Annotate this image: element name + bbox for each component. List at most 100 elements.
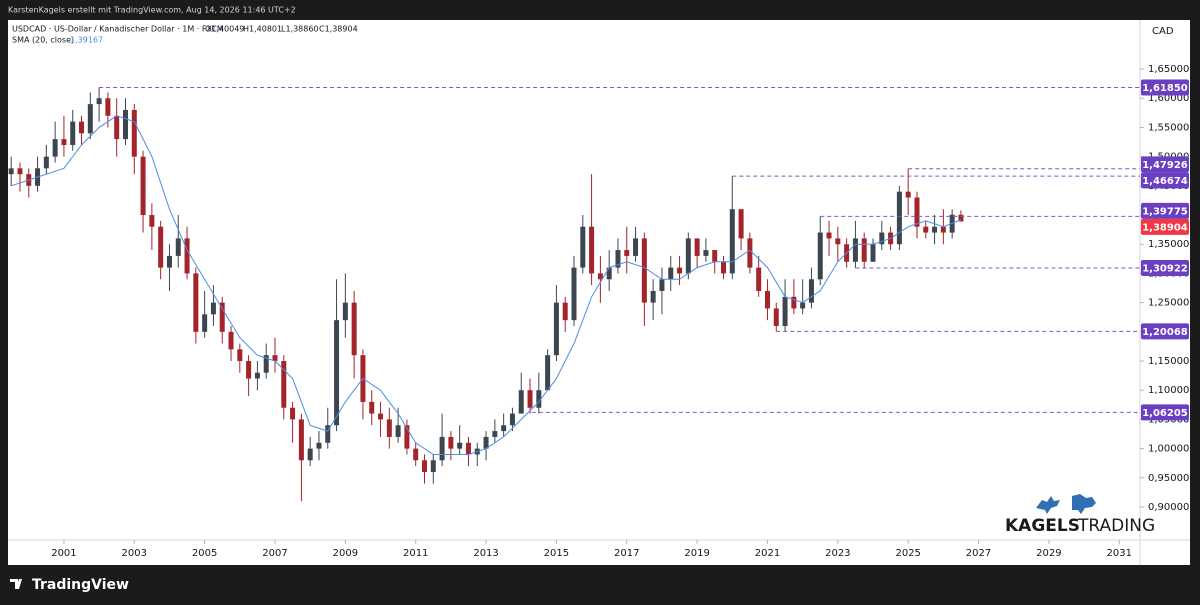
candle-body [351,302,357,356]
symbol: USDCAD · US-Dollar / Kanadischer Dollar … [12,25,224,34]
watermark-light: TRADING [1077,516,1155,536]
y-tick-label: 1,10000 [1148,385,1189,396]
y-tick-label: 1,25000 [1148,298,1189,309]
candle-body [527,390,533,408]
top-bar-title: KarstenKagels erstellt mit TradingView.c… [8,6,296,15]
candle-body [175,238,181,256]
candle-body [580,226,586,268]
candle-body [483,436,489,449]
ohlc-label: O1,40049 [205,25,244,34]
candle-body [465,442,471,455]
candle-body [703,250,709,256]
candle-body [501,425,507,432]
candle-body [316,442,322,449]
candle-body [685,238,691,274]
candle-body [826,232,832,239]
candle-body [105,98,111,116]
watermark-bold: KAGELS [1005,516,1080,536]
x-tick-label: 2029 [1036,548,1061,559]
level-box [1141,172,1189,189]
candle-body [87,104,93,134]
candle-body [281,361,287,408]
candle-body [8,168,14,175]
candle-body [518,390,524,414]
y-tick-label: 1,65000 [1148,64,1189,75]
x-tick-label: 2019 [684,548,709,559]
level-box [1141,156,1189,173]
candle-body [659,279,665,291]
x-tick-label: 2015 [544,548,569,559]
candle-body [958,214,964,222]
x-tick-label: 2009 [333,548,358,559]
candle-body [756,267,762,291]
candle-body [290,407,296,420]
level-label: 1,06205 [1142,408,1188,419]
candle-body [940,226,946,233]
candle-body [114,115,120,140]
candle-body [122,109,128,140]
candle-body [369,401,375,414]
candle-body [70,121,76,145]
level-box [1141,218,1189,235]
ohlc-label: C1,38904 [319,25,358,34]
candle-body [536,390,542,408]
candle-body [149,215,155,227]
sma-value: 1,39167 [70,36,103,45]
candle-body [219,302,225,332]
level-label: 1,38904 [1142,222,1188,233]
candle-body [914,197,920,227]
ohlc-label: L1,38860 [281,25,319,34]
x-tick-label: 2011 [403,548,428,559]
bull-icon [1036,496,1060,514]
candle-body [378,413,384,420]
candle-body [729,209,735,274]
candle-body [905,191,911,198]
candle-body [413,448,419,461]
candle-body [633,238,639,256]
candle-body [298,419,304,461]
candle-body [545,355,551,391]
candle-body [650,290,656,303]
x-tick-label: 2003 [122,548,147,559]
candle-body [615,250,621,268]
candle-body [861,238,867,262]
y-tick-label: 1,55000 [1148,122,1189,133]
candle-body [79,121,85,134]
currency: CAD [1152,26,1174,37]
candle-body [193,273,199,332]
candle-body [210,302,216,315]
candle-body [140,156,146,216]
candle-body [738,209,744,239]
candle-body [782,296,788,326]
candle-body [448,436,454,449]
candle-body [131,109,137,157]
candle-body [553,302,559,356]
candle-body [237,349,243,362]
y-tick-label: 1,00000 [1148,444,1189,455]
candle-body [589,226,595,274]
level-box [1141,404,1189,421]
x-tick-label: 2025 [895,548,920,559]
candle-body [404,425,410,449]
candle-body [773,308,779,326]
x-tick-label: 2007 [262,548,287,559]
footer-icon [10,579,22,589]
candle-body [395,425,401,437]
level-label: 1,46674 [1142,176,1188,187]
candle-body [342,302,348,321]
y-tick-label: 1,35000 [1148,239,1189,250]
candles [8,87,964,502]
candle-body [325,425,331,443]
candle-body [386,419,392,437]
candle-body [439,436,445,461]
x-tick-label: 2021 [755,548,780,559]
candle-body [61,139,67,145]
sma-name: SMA (20, close) [12,36,74,45]
candle-body [421,460,427,472]
candle-body [747,238,753,268]
candle-body [254,372,260,379]
candle-body [430,460,436,472]
candle-body [246,361,252,379]
